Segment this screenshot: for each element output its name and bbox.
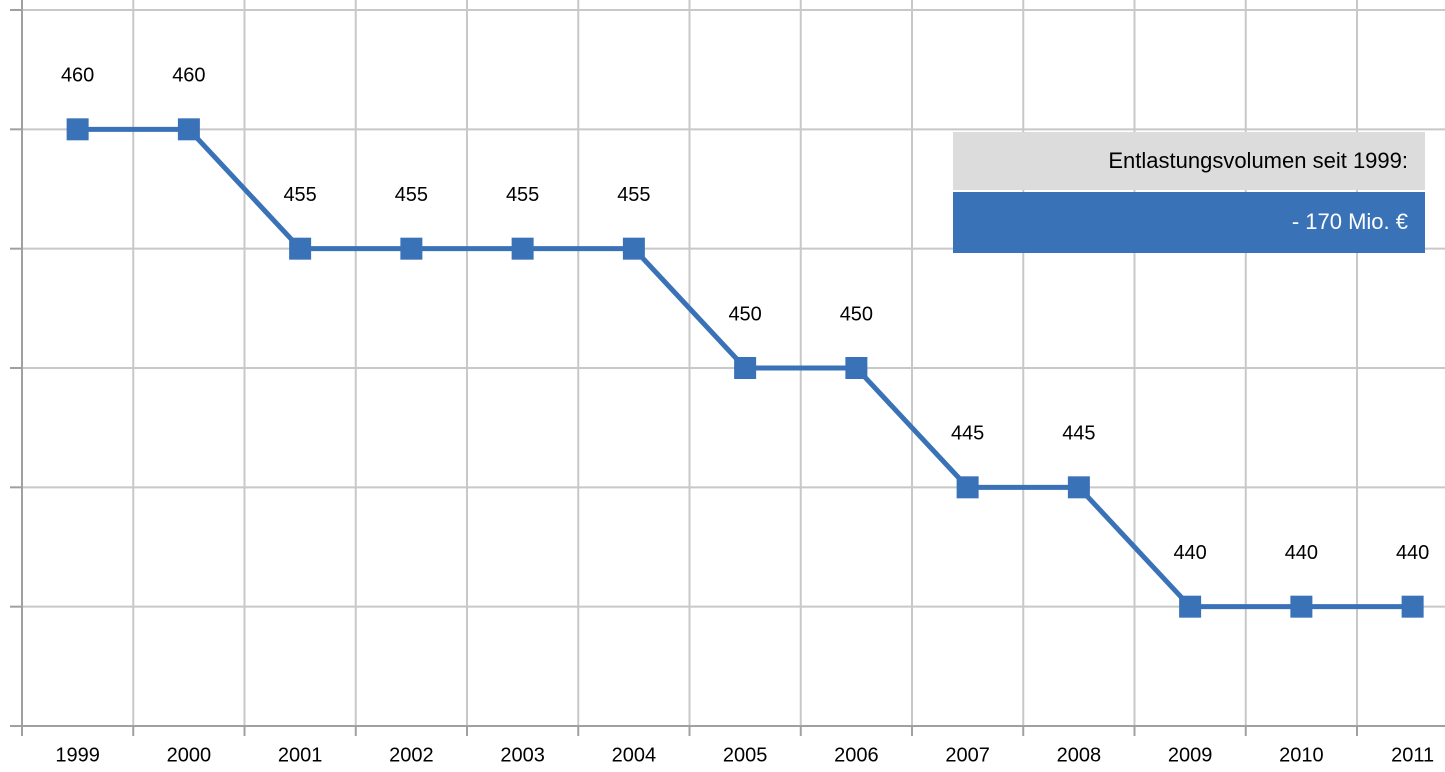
- marker: [622, 237, 645, 260]
- data-label: 460: [61, 65, 94, 87]
- data-label: 445: [1062, 423, 1095, 445]
- x-tick-label: 2002: [389, 744, 434, 766]
- marker: [1179, 595, 1202, 618]
- x-tick-label: 2003: [500, 744, 545, 766]
- x-tick-label: 2006: [834, 744, 879, 766]
- x-tick-label: 2001: [278, 744, 323, 766]
- data-label: 440: [1173, 542, 1206, 564]
- data-label: 455: [506, 184, 539, 206]
- marker: [956, 476, 979, 499]
- marker: [177, 118, 200, 141]
- marker: [1401, 595, 1424, 618]
- data-label: 440: [1285, 542, 1318, 564]
- marker: [66, 118, 89, 141]
- x-tick-label: 2004: [612, 744, 657, 766]
- data-label: 455: [617, 184, 650, 206]
- data-label: 455: [283, 184, 316, 206]
- x-tick-label: 2007: [945, 744, 990, 766]
- data-label: 455: [395, 184, 428, 206]
- x-tick-label: 2011: [1391, 744, 1434, 766]
- x-tick-label: 2005: [723, 744, 768, 766]
- x-tick-label: 1999: [55, 744, 100, 766]
- data-label: 460: [172, 65, 205, 87]
- x-tick-label: 2000: [167, 744, 212, 766]
- marker: [734, 357, 757, 379]
- marker: [511, 237, 534, 260]
- annotation-value-box: [953, 192, 1425, 253]
- marker: [289, 237, 312, 260]
- data-label: 440: [1396, 542, 1429, 564]
- marker: [1290, 595, 1313, 618]
- data-label: 445: [951, 423, 984, 445]
- x-tick-label: 2008: [1057, 744, 1102, 766]
- data-label: 450: [840, 303, 873, 325]
- marker: [1067, 476, 1090, 499]
- marker: [845, 357, 868, 379]
- x-tick-label: 2010: [1279, 744, 1324, 766]
- annotation-heading: Entlastungsvolumen seit 1999:: [1108, 148, 1408, 173]
- x-tick-label: 2009: [1168, 744, 1213, 766]
- data-label: 450: [728, 303, 761, 325]
- annotation-heading-box: [953, 132, 1425, 190]
- annotation-value: - 170 Mio. €: [1292, 209, 1408, 234]
- marker: [400, 237, 423, 260]
